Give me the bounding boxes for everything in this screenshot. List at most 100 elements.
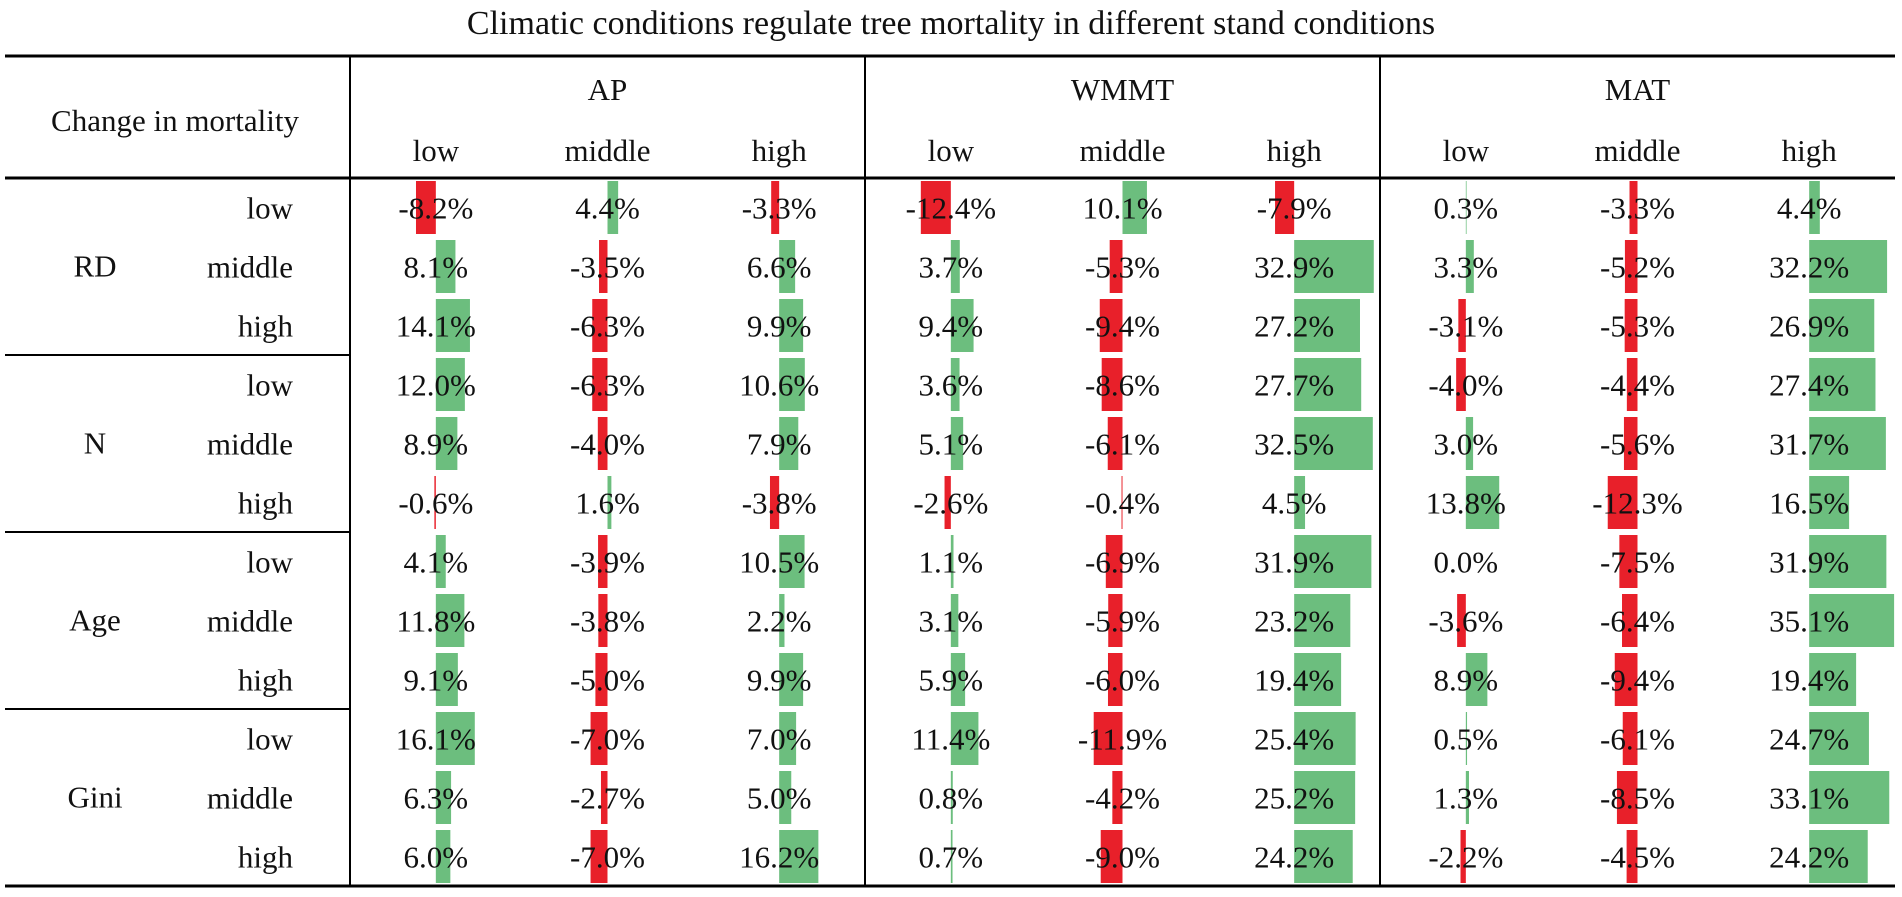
value-label: -12.3%	[1592, 486, 1682, 521]
data-bar	[1108, 594, 1123, 647]
data-bar	[1809, 476, 1850, 529]
value-label: -4.4%	[1600, 368, 1675, 403]
value-label: 0.5%	[1434, 722, 1499, 757]
row-level-label: middle	[207, 250, 293, 285]
value-label: -5.0%	[570, 663, 645, 698]
data-bar	[1294, 771, 1356, 824]
value-label: -8.2%	[398, 191, 473, 226]
data-bar	[779, 299, 804, 352]
value-label: 25.2%	[1254, 781, 1334, 816]
value-label: -4.0%	[570, 427, 645, 462]
data-bar	[434, 476, 436, 529]
value-label: 23.2%	[1254, 604, 1334, 639]
data-bar	[1619, 535, 1638, 588]
value-label: 25.4%	[1254, 722, 1334, 757]
data-bar	[1809, 653, 1857, 706]
data-bar	[1121, 476, 1123, 529]
value-label: 11.4%	[911, 722, 990, 757]
data-bar	[1629, 181, 1638, 234]
value-label: -4.2%	[1085, 781, 1160, 816]
value-label: 16.2%	[739, 840, 819, 875]
value-label: 19.4%	[1254, 663, 1334, 698]
data-bar	[1809, 299, 1875, 352]
value-label: -12.4%	[906, 191, 996, 226]
data-bar	[600, 771, 608, 824]
value-label: 31.7%	[1769, 427, 1849, 462]
value-label: -5.3%	[1085, 250, 1160, 285]
value-label: 9.1%	[404, 663, 469, 698]
data-bar	[779, 594, 785, 647]
row-level-label: middle	[207, 427, 293, 462]
data-bar	[1465, 712, 1468, 765]
data-bar	[1294, 535, 1372, 588]
value-label: -3.8%	[742, 486, 817, 521]
data-bars	[415, 181, 1895, 883]
data-bar	[435, 712, 475, 765]
data-bar	[1294, 299, 1360, 352]
value-label: 27.7%	[1254, 368, 1334, 403]
value-label: 4.4%	[575, 191, 640, 226]
data-bar	[1112, 771, 1123, 824]
value-label: 8.9%	[1434, 663, 1499, 698]
value-label: -7.0%	[570, 840, 645, 875]
value-label: 0.3%	[1434, 191, 1499, 226]
value-label: 4.4%	[1777, 191, 1842, 226]
data-bar	[1623, 417, 1638, 470]
data-bar	[950, 535, 954, 588]
data-bar	[1809, 417, 1886, 470]
value-label: -6.3%	[570, 368, 645, 403]
data-bar	[1294, 830, 1353, 883]
value-label: 7.9%	[747, 427, 812, 462]
data-bar	[1809, 712, 1869, 765]
data-bar	[1809, 830, 1868, 883]
data-bar	[1456, 358, 1466, 411]
data-bar	[607, 181, 619, 234]
value-label: -8.6%	[1085, 368, 1160, 403]
value-label: -7.0%	[570, 722, 645, 757]
value-label: 3.1%	[919, 604, 984, 639]
value-label: -6.9%	[1085, 545, 1160, 580]
value-label: -6.1%	[1600, 722, 1675, 757]
data-bar	[944, 476, 951, 529]
value-label: -0.4%	[1085, 486, 1160, 521]
value-label: 32.9%	[1254, 250, 1334, 285]
data-bar	[950, 240, 960, 293]
data-bar	[1294, 358, 1362, 411]
row-group-label: N	[84, 426, 106, 461]
value-label: 19.4%	[1769, 663, 1849, 698]
value-label: 12.0%	[396, 368, 476, 403]
value-label: 0.0%	[1434, 545, 1499, 580]
data-bar	[950, 712, 979, 765]
data-bar	[950, 299, 974, 352]
value-label: 31.9%	[1769, 545, 1849, 580]
value-label: -5.3%	[1600, 309, 1675, 344]
data-bar	[1458, 299, 1466, 352]
row-level-label: high	[238, 309, 294, 344]
value-label: 2.2%	[747, 604, 812, 639]
data-bar	[1465, 653, 1488, 706]
value-label: -5.2%	[1600, 250, 1675, 285]
data-bar	[1294, 594, 1351, 647]
value-label: 3.6%	[919, 368, 984, 403]
data-bar	[779, 417, 799, 470]
column-level-label: low	[413, 133, 460, 168]
data-bar	[1809, 771, 1890, 824]
data-bar	[1105, 535, 1123, 588]
value-label: 31.9%	[1254, 545, 1334, 580]
value-label: 27.4%	[1769, 368, 1849, 403]
value-label: 4.5%	[1262, 486, 1327, 521]
data-bar	[769, 476, 780, 529]
data-bar	[950, 771, 953, 824]
data-bar	[779, 240, 796, 293]
value-label: 32.2%	[1769, 250, 1849, 285]
value-label: 1.6%	[575, 486, 640, 521]
value-label: -3.5%	[570, 250, 645, 285]
data-bar	[1107, 417, 1123, 470]
data-bar	[435, 358, 465, 411]
data-bar	[1294, 417, 1373, 470]
column-level-label: middle	[1079, 133, 1165, 168]
value-label: 10.1%	[1082, 191, 1162, 226]
value-label: 8.1%	[404, 250, 469, 285]
value-label: -9.4%	[1600, 663, 1675, 698]
data-bar	[779, 653, 804, 706]
